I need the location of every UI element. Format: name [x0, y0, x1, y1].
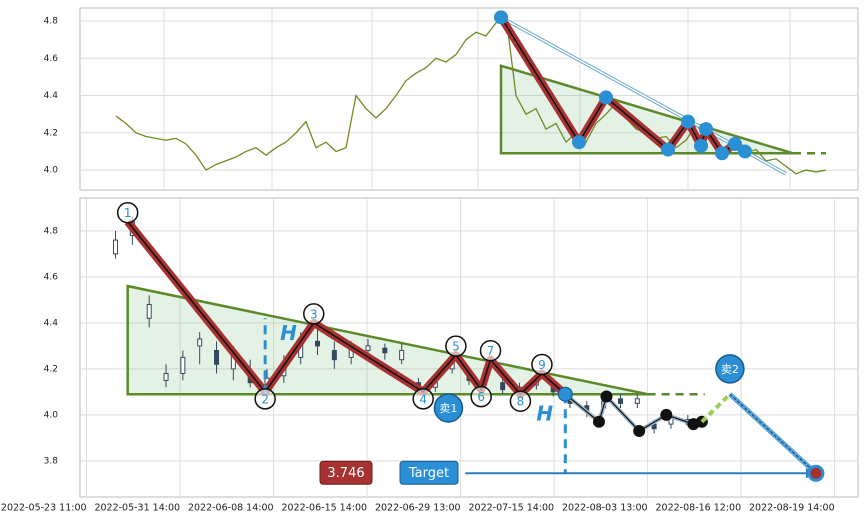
point-label-ring [116, 201, 139, 224]
point-label: 2 [261, 392, 269, 406]
x-tick-label: 2022-08-16 12:00 [656, 503, 742, 514]
pattern-point [738, 144, 752, 159]
x-tick-label: 2022-07-15 14:00 [468, 503, 554, 514]
rise-line [700, 392, 732, 424]
candle-body [113, 239, 119, 255]
projection-point [592, 415, 605, 428]
candle-body [382, 347, 388, 354]
point-label: 5 [452, 340, 460, 354]
pattern-point [661, 142, 675, 157]
candle-body [634, 398, 640, 404]
sell-label: 卖2 [721, 363, 739, 376]
point-label-ring [479, 339, 502, 362]
y-tick-label: 4.8 [44, 226, 59, 236]
candle-body [617, 398, 623, 404]
point-label-ring [470, 385, 492, 408]
pattern-point [599, 90, 613, 105]
projection-point [660, 408, 673, 421]
height-label: H [280, 321, 297, 345]
pattern-point [728, 136, 742, 151]
projection-point [600, 390, 613, 403]
pattern-point [494, 10, 508, 25]
candle-body [180, 356, 186, 374]
top-vertical-grid [163, 8, 791, 190]
triangle [126, 284, 648, 396]
point-label-ring [412, 388, 434, 410]
price-label: 3.746 [327, 466, 364, 481]
point-label-ring [445, 335, 467, 357]
sell-label: 卖1 [439, 402, 457, 415]
breakout-point [557, 386, 573, 402]
x-tick-label: 2022-05-23 11:00 [1, 503, 87, 514]
point-label: 3 [310, 307, 318, 321]
point-label: 8 [517, 395, 525, 409]
y-tick-label: 4.2 [44, 128, 58, 138]
point-label-ring [509, 390, 532, 412]
candle-body [214, 349, 220, 365]
top-panel [79, 7, 859, 191]
price-box [319, 460, 373, 485]
y-tick-label: 3.8 [44, 456, 59, 466]
point-label-ring [531, 353, 553, 376]
point-label: 1 [124, 206, 132, 220]
drop-line [729, 393, 817, 474]
x-tick-label: 2022-06-08 14:00 [188, 503, 274, 514]
candle-body [146, 303, 152, 319]
height-label: H [536, 401, 553, 425]
point-label: 4 [419, 392, 427, 406]
pattern-line [500, 16, 746, 155]
x-tick-label: 2022-06-15 14:00 [281, 503, 367, 514]
sell-mark [433, 393, 464, 423]
target-point [807, 464, 825, 482]
y-tick-label: 4.4 [44, 318, 59, 328]
pattern-point [694, 138, 708, 153]
x-tick-label: 2022-08-03 13:00 [562, 503, 648, 514]
candle-body [399, 349, 405, 361]
pattern-point [572, 135, 586, 150]
y-tick-label: 4.6 [44, 54, 59, 64]
x-tick-label: 2022-06-29 13:00 [375, 503, 461, 514]
target-box [399, 460, 459, 485]
point-label: 6 [477, 390, 485, 404]
y-tick-label: 4.0 [44, 166, 59, 176]
projection-point [633, 424, 646, 437]
candle-body [163, 372, 169, 381]
y-tick-label: 4.6 [44, 272, 59, 282]
point-label: 9 [538, 358, 546, 372]
point-label-ring [303, 303, 325, 325]
y-tick-label: 4.4 [44, 91, 59, 101]
bottom-panel [79, 197, 859, 498]
y-tick-label: 4.2 [44, 364, 58, 374]
y-tick-label: 4.0 [44, 410, 59, 420]
target-label: Target [408, 466, 449, 481]
y-tick-label: 4.8 [44, 17, 59, 27]
sell-mark [715, 354, 745, 384]
pattern-point [699, 122, 713, 137]
candle-body [365, 345, 371, 351]
pattern-point [715, 146, 729, 161]
candle-body [197, 338, 203, 347]
pattern-point [681, 114, 695, 129]
x-tick-label: 2022-08-19 14:00 [749, 503, 835, 514]
candle-body [315, 340, 321, 347]
candle-body [500, 382, 506, 391]
x-tick-label: 2022-05-31 14:00 [94, 503, 180, 514]
point-label: 7 [487, 344, 495, 358]
pattern-line [127, 221, 566, 396]
candle-body [331, 349, 337, 361]
point-label-ring [254, 388, 276, 410]
